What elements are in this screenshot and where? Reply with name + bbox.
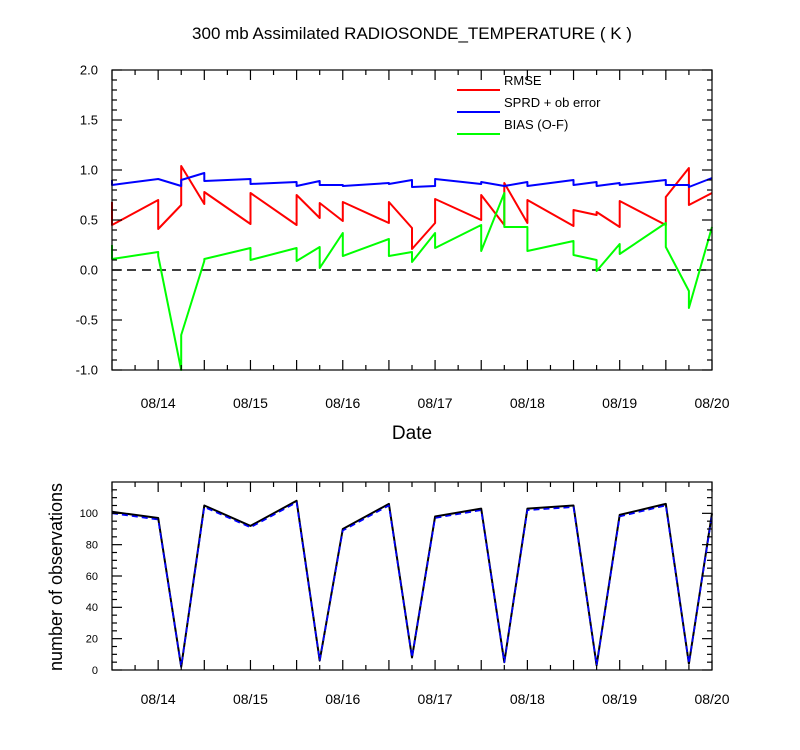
y-tick-label: 60 — [86, 571, 98, 583]
legend-label: RMSE — [504, 73, 542, 88]
bottom-plot-frame — [111, 481, 713, 671]
y-tick-label: 0.0 — [80, 263, 98, 278]
x-tick-label: 08/17 — [418, 395, 453, 411]
x-tick-label: 08/14 — [141, 691, 176, 707]
top-y-tick-labels: 2.0 1.5 1.0 0.5 0.0 -0.5 -1.0 — [76, 63, 98, 378]
top-series-group — [111, 165, 713, 371]
top-x-tick-labels: 08/14 08/15 08/16 08/17 08/18 08/19 08/20 — [141, 395, 730, 411]
x-tick-label: 08/17 — [418, 691, 453, 707]
y-axis-label: number of observations — [46, 483, 66, 671]
y-tick-label: 1.5 — [80, 113, 98, 128]
y-tick-label: -0.5 — [76, 313, 98, 328]
rmse-series-line — [111, 165, 713, 250]
x-tick-label: 08/20 — [694, 691, 729, 707]
bottom-y-tick-labels: 0 20 40 60 80 100 — [80, 508, 98, 677]
x-tick-label: 08/15 — [233, 691, 268, 707]
x-tick-label: 08/14 — [141, 395, 176, 411]
y-tick-label: -1.0 — [76, 363, 98, 378]
x-tick-label: 08/19 — [602, 691, 637, 707]
y-tick-label: 2.0 — [80, 63, 98, 78]
y-tick-label: 80 — [86, 540, 98, 552]
x-axis-label: Date — [392, 423, 432, 444]
x-tick-label: 08/16 — [325, 395, 360, 411]
bottom-series-group — [111, 499, 713, 668]
top-plot-area — [111, 69, 713, 371]
bias-o-f-series-line — [111, 192, 713, 371]
x-tick-label: 08/16 — [325, 691, 360, 707]
bottom-plot-area — [111, 481, 713, 671]
y-tick-label: 40 — [86, 602, 98, 614]
observations-dashed-series-line — [111, 501, 713, 668]
x-tick-label: 08/18 — [510, 395, 545, 411]
y-tick-label: 0.5 — [80, 213, 98, 228]
x-tick-label: 08/15 — [233, 395, 268, 411]
legend-label: BIAS (O-F) — [504, 117, 568, 132]
y-tick-label: 20 — [86, 634, 98, 646]
y-tick-label: 0 — [92, 665, 98, 677]
x-tick-label: 08/19 — [602, 395, 637, 411]
x-tick-label: 08/18 — [510, 691, 545, 707]
observations-solid-series-line — [111, 499, 713, 668]
chart-title: 300 mb Assimilated RADIOSONDE_TEMPERATUR… — [192, 24, 632, 43]
y-tick-label: 100 — [80, 508, 98, 520]
y-tick-label: 1.0 — [80, 163, 98, 178]
top-plot-frame — [111, 69, 713, 371]
legend: RMSE SPRD + ob error BIAS (O-F) — [457, 73, 601, 135]
top-axis-ticks — [111, 69, 713, 371]
legend-label: SPRD + ob error — [504, 95, 601, 110]
bottom-x-tick-labels: 08/14 08/15 08/16 08/17 08/18 08/19 08/20 — [141, 691, 730, 707]
x-tick-label: 08/20 — [694, 395, 729, 411]
sprd-ob-error-series-line — [111, 172, 713, 188]
bottom-axis-ticks — [111, 482, 713, 671]
